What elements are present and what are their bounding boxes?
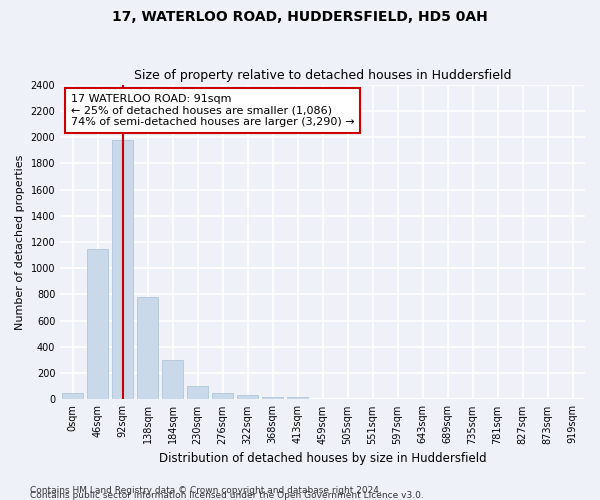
Bar: [87, 248, 108, 400]
Bar: [237, 396, 258, 400]
Bar: [312, 399, 333, 400]
Bar: [162, 360, 183, 400]
Y-axis label: Number of detached properties: Number of detached properties: [15, 154, 25, 330]
Bar: [287, 398, 308, 400]
Bar: [112, 140, 133, 400]
Text: 17, WATERLOO ROAD, HUDDERSFIELD, HD5 0AH: 17, WATERLOO ROAD, HUDDERSFIELD, HD5 0AH: [112, 10, 488, 24]
Bar: [62, 393, 83, 400]
Title: Size of property relative to detached houses in Huddersfield: Size of property relative to detached ho…: [134, 69, 511, 82]
Bar: [262, 398, 283, 400]
Text: 17 WATERLOO ROAD: 91sqm
← 25% of detached houses are smaller (1,086)
74% of semi: 17 WATERLOO ROAD: 91sqm ← 25% of detache…: [71, 94, 354, 127]
Bar: [212, 393, 233, 400]
Text: Contains HM Land Registry data © Crown copyright and database right 2024.: Contains HM Land Registry data © Crown c…: [30, 486, 382, 495]
Bar: [187, 386, 208, 400]
Bar: [137, 297, 158, 400]
X-axis label: Distribution of detached houses by size in Huddersfield: Distribution of detached houses by size …: [159, 452, 487, 465]
Text: Contains public sector information licensed under the Open Government Licence v3: Contains public sector information licen…: [30, 491, 424, 500]
